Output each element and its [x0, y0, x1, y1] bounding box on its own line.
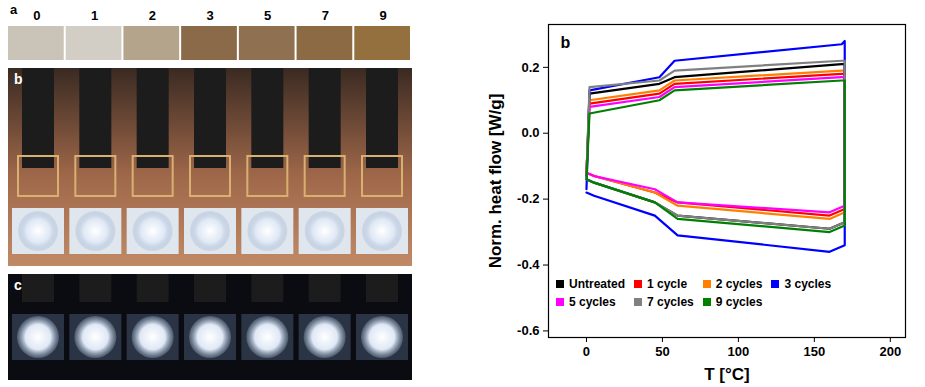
- html-text:3 cycles: 3 cycles: [784, 277, 832, 291]
- svg-text:50: 50: [655, 344, 669, 359]
- svg-text:b: b: [14, 71, 23, 87]
- svg-text:2: 2: [149, 8, 156, 23]
- svg-text:a: a: [10, 2, 18, 17]
- svg-text:200: 200: [879, 344, 901, 359]
- svg-text:c: c: [14, 277, 22, 293]
- html-text:1 cycle: 1 cycle: [647, 277, 688, 291]
- svg-text:1: 1: [91, 8, 98, 23]
- svg-text:5: 5: [264, 8, 271, 23]
- svg-text:0.0: 0.0: [521, 125, 539, 140]
- html-text:Untreated: Untreated: [569, 277, 625, 291]
- svg-text:0: 0: [33, 8, 40, 23]
- svg-text:0.2: 0.2: [521, 59, 539, 74]
- html-text:9 cycles: 9 cycles: [715, 295, 763, 309]
- html-text:5 cycles: 5 cycles: [569, 295, 616, 309]
- svg-text:150: 150: [803, 344, 825, 359]
- svg-text:-0.4: -0.4: [517, 257, 540, 272]
- svg-text:100: 100: [728, 344, 750, 359]
- svg-text:7: 7: [322, 8, 329, 23]
- svg-text:3: 3: [206, 8, 213, 23]
- svg-text:-0.2: -0.2: [517, 191, 539, 206]
- svg-text:9: 9: [380, 8, 387, 23]
- svg-text:Norm. heat flow [W/g]: Norm. heat flow [W/g]: [486, 94, 505, 269]
- html-text:2 cycles: 2 cycles: [715, 277, 763, 291]
- html-text:7 cycles: 7 cycles: [647, 295, 694, 309]
- svg-text:0: 0: [583, 344, 590, 359]
- svg-text:-0.6: -0.6: [517, 323, 539, 338]
- svg-text:T [°C]: T [°C]: [704, 365, 750, 384]
- svg-text:b: b: [561, 34, 571, 51]
